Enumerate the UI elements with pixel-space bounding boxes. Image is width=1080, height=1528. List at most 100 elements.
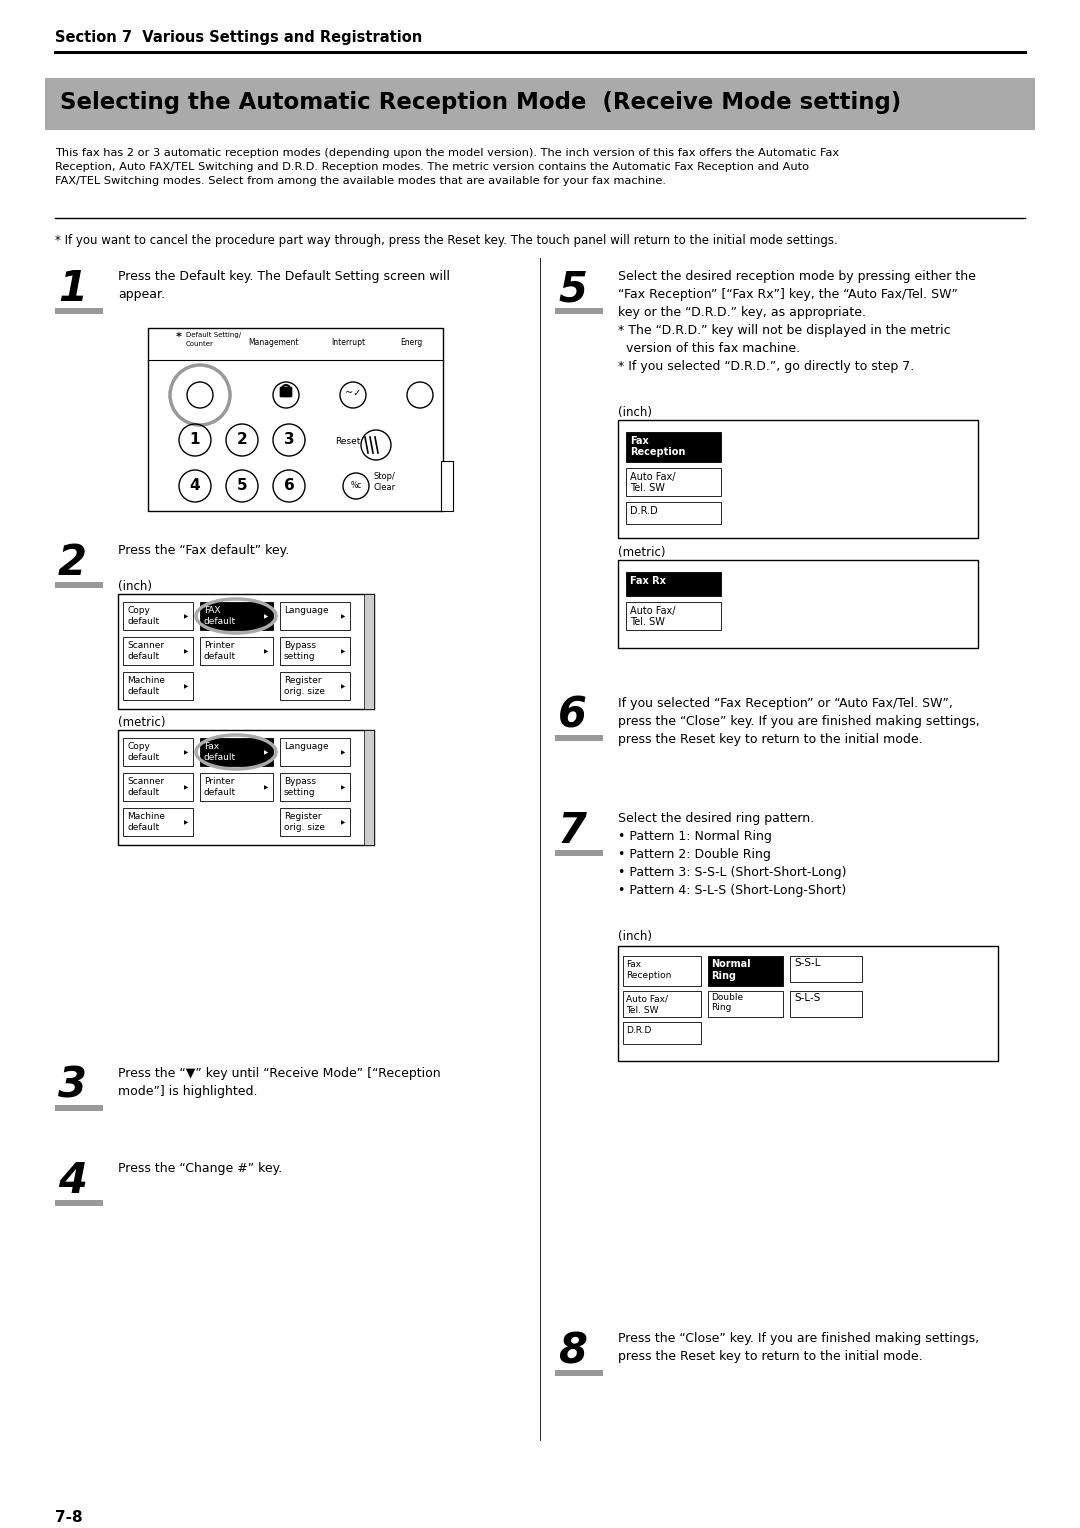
FancyBboxPatch shape xyxy=(123,637,193,665)
FancyBboxPatch shape xyxy=(555,1371,603,1377)
Text: ▶: ▶ xyxy=(264,649,268,654)
Text: This fax has 2 or 3 automatic reception modes (depending upon the model version): This fax has 2 or 3 automatic reception … xyxy=(55,148,839,186)
Text: default: default xyxy=(204,788,237,798)
Text: 4: 4 xyxy=(190,478,200,494)
FancyBboxPatch shape xyxy=(123,773,193,801)
Text: Press the “Fax default” key.: Press the “Fax default” key. xyxy=(118,544,289,558)
FancyBboxPatch shape xyxy=(280,808,350,836)
Text: 3: 3 xyxy=(58,1065,87,1106)
Text: *: * xyxy=(176,332,181,342)
FancyBboxPatch shape xyxy=(626,571,721,596)
Text: Select the desired ring pattern.
• Pattern 1: Normal Ring
• Pattern 2: Double Ri: Select the desired ring pattern. • Patte… xyxy=(618,811,847,897)
FancyBboxPatch shape xyxy=(55,309,103,313)
Text: Counter: Counter xyxy=(186,341,214,347)
FancyBboxPatch shape xyxy=(618,420,978,538)
Text: Fax: Fax xyxy=(204,743,219,750)
Text: Tel. SW: Tel. SW xyxy=(626,1005,659,1015)
Text: ▶: ▶ xyxy=(341,614,345,619)
Text: Auto Fax/: Auto Fax/ xyxy=(630,607,675,616)
FancyBboxPatch shape xyxy=(623,992,701,1018)
FancyBboxPatch shape xyxy=(623,957,701,986)
FancyBboxPatch shape xyxy=(148,329,443,510)
FancyBboxPatch shape xyxy=(280,637,350,665)
FancyBboxPatch shape xyxy=(555,309,603,313)
Text: (inch): (inch) xyxy=(618,931,652,943)
Text: ▶: ▶ xyxy=(184,649,188,654)
FancyBboxPatch shape xyxy=(618,559,978,648)
Text: 7-8: 7-8 xyxy=(55,1510,83,1525)
Text: Tel. SW: Tel. SW xyxy=(630,483,665,494)
Text: Interrupt: Interrupt xyxy=(330,338,365,347)
Text: Language: Language xyxy=(284,607,328,614)
Text: 2: 2 xyxy=(237,432,247,448)
FancyBboxPatch shape xyxy=(623,1022,701,1044)
FancyBboxPatch shape xyxy=(123,602,193,630)
FancyBboxPatch shape xyxy=(55,582,103,588)
Text: Fax: Fax xyxy=(626,960,642,969)
Text: 3: 3 xyxy=(284,432,295,448)
Text: ▶: ▶ xyxy=(264,785,268,790)
FancyBboxPatch shape xyxy=(364,594,374,709)
Text: 7: 7 xyxy=(558,810,588,853)
Text: Press the “Change #” key.: Press the “Change #” key. xyxy=(118,1161,282,1175)
Text: 6: 6 xyxy=(558,695,588,736)
Text: * If you want to cancel the procedure part way through, press the Reset key. The: * If you want to cancel the procedure pa… xyxy=(55,234,838,248)
Text: ▶: ▶ xyxy=(184,785,188,790)
Text: 1: 1 xyxy=(58,267,87,310)
Text: Register: Register xyxy=(284,811,322,821)
Text: setting: setting xyxy=(284,652,315,662)
Text: ▶: ▶ xyxy=(184,614,188,619)
Text: Reception: Reception xyxy=(630,448,686,457)
FancyBboxPatch shape xyxy=(789,992,862,1018)
Text: Press the Default key. The Default Setting screen will
appear.: Press the Default key. The Default Setti… xyxy=(118,270,450,301)
FancyBboxPatch shape xyxy=(789,957,862,983)
FancyBboxPatch shape xyxy=(618,946,998,1060)
Text: Fax Rx: Fax Rx xyxy=(630,576,666,587)
Text: 8: 8 xyxy=(558,1329,588,1372)
Text: Register: Register xyxy=(284,675,322,685)
Text: orig. size: orig. size xyxy=(284,824,325,833)
Text: D.R.D: D.R.D xyxy=(630,506,658,516)
Text: default: default xyxy=(127,688,159,695)
Text: default: default xyxy=(204,753,237,762)
Text: Auto Fax/: Auto Fax/ xyxy=(626,995,669,1004)
Text: Copy: Copy xyxy=(127,743,150,750)
Text: ▶: ▶ xyxy=(184,821,188,825)
Text: Press the “▼” key until “Receive Mode” [“Reception
mode”] is highlighted.: Press the “▼” key until “Receive Mode” [… xyxy=(118,1067,441,1099)
Text: 5: 5 xyxy=(558,267,588,310)
Text: Fax: Fax xyxy=(630,435,649,446)
FancyBboxPatch shape xyxy=(200,738,273,766)
FancyBboxPatch shape xyxy=(626,432,721,461)
Text: Normal
Ring: Normal Ring xyxy=(711,960,751,981)
FancyBboxPatch shape xyxy=(555,735,603,741)
FancyBboxPatch shape xyxy=(280,738,350,766)
FancyBboxPatch shape xyxy=(45,78,1035,130)
Text: Printer: Printer xyxy=(204,778,234,785)
FancyBboxPatch shape xyxy=(55,1199,103,1206)
Text: Scanner: Scanner xyxy=(127,778,164,785)
Text: ▶: ▶ xyxy=(264,750,268,755)
Text: Copy: Copy xyxy=(127,607,150,614)
Text: S-S-L: S-S-L xyxy=(794,958,821,969)
FancyBboxPatch shape xyxy=(118,594,374,709)
FancyBboxPatch shape xyxy=(364,730,374,845)
Text: FAX: FAX xyxy=(204,607,220,614)
Text: Machine: Machine xyxy=(127,675,165,685)
Text: 5: 5 xyxy=(237,478,247,494)
FancyBboxPatch shape xyxy=(626,468,721,497)
Text: Reception: Reception xyxy=(626,970,672,979)
Text: 4: 4 xyxy=(58,1160,87,1203)
Text: ▶: ▶ xyxy=(184,685,188,689)
Text: default: default xyxy=(204,652,237,662)
Text: ▶: ▶ xyxy=(184,750,188,755)
Text: Bypass: Bypass xyxy=(284,778,316,785)
Text: ▶: ▶ xyxy=(341,750,345,755)
Text: Default Setting/: Default Setting/ xyxy=(186,332,241,338)
Text: 6: 6 xyxy=(284,478,295,494)
Text: Management: Management xyxy=(248,338,298,347)
Text: ▶: ▶ xyxy=(264,614,268,619)
Text: Stop/
Clear: Stop/ Clear xyxy=(373,472,395,492)
Text: Energ: Energ xyxy=(400,338,422,347)
FancyBboxPatch shape xyxy=(280,602,350,630)
Text: (metric): (metric) xyxy=(118,717,165,729)
